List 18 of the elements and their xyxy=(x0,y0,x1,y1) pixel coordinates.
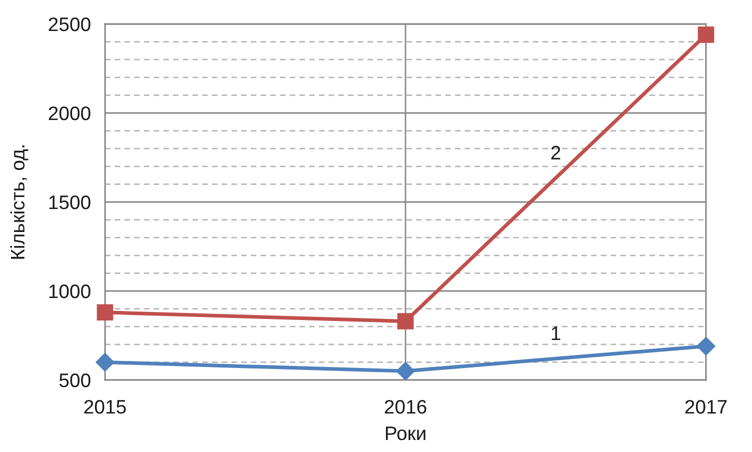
point xyxy=(396,362,415,380)
x-tick-label: 2015 xyxy=(84,400,126,414)
point xyxy=(698,26,714,43)
series-label: 1 xyxy=(552,326,560,340)
y-tick-label: 1000 xyxy=(49,284,90,298)
y-tick-label: 2500 xyxy=(48,17,90,32)
y-tick-label: 1500 xyxy=(49,195,90,210)
point xyxy=(96,304,114,321)
series-label: 2 xyxy=(551,146,560,160)
x-axis-title: Роки xyxy=(386,426,426,440)
x-tick-label: 2016 xyxy=(384,400,426,414)
x-tick-label: 2017 xyxy=(685,400,727,414)
point xyxy=(397,313,414,330)
point xyxy=(696,336,716,356)
y-tick-label: 500 xyxy=(59,373,90,388)
y-axis-title: Кількість, од. xyxy=(10,145,28,259)
point xyxy=(96,352,114,372)
y-tick-label: 2000 xyxy=(48,106,90,120)
